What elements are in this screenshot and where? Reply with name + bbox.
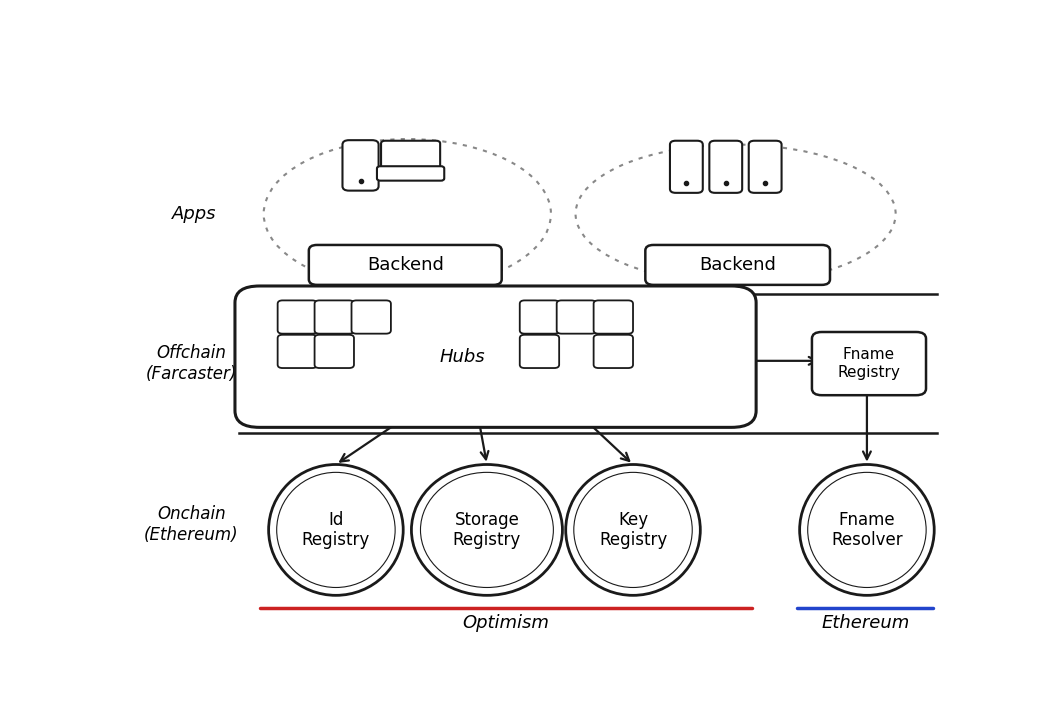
Text: Key
Registry: Key Registry — [599, 510, 667, 549]
Text: Optimism: Optimism — [463, 614, 550, 632]
FancyBboxPatch shape — [645, 245, 830, 285]
FancyBboxPatch shape — [352, 300, 391, 333]
Text: Backend: Backend — [366, 256, 444, 274]
FancyBboxPatch shape — [749, 140, 782, 193]
FancyBboxPatch shape — [812, 332, 926, 395]
FancyBboxPatch shape — [520, 335, 559, 368]
FancyBboxPatch shape — [315, 300, 354, 333]
Text: Hubs: Hubs — [439, 348, 485, 366]
Text: Ethereum: Ethereum — [821, 614, 910, 632]
Text: Fname
Registry: Fname Registry — [838, 347, 900, 379]
Text: Backend: Backend — [699, 256, 776, 274]
Text: Id
Registry: Id Registry — [302, 510, 370, 549]
FancyBboxPatch shape — [381, 140, 441, 171]
Ellipse shape — [412, 464, 562, 595]
Ellipse shape — [269, 464, 403, 595]
FancyBboxPatch shape — [309, 245, 502, 285]
FancyBboxPatch shape — [670, 140, 703, 193]
FancyBboxPatch shape — [342, 140, 379, 191]
Text: Onchain
(Ethereum): Onchain (Ethereum) — [144, 505, 238, 544]
FancyBboxPatch shape — [277, 335, 317, 368]
Text: Offchain
(Farcaster): Offchain (Farcaster) — [146, 344, 237, 383]
Text: Storage
Registry: Storage Registry — [453, 510, 521, 549]
Text: Fname
Resolver: Fname Resolver — [831, 510, 902, 549]
FancyBboxPatch shape — [557, 300, 596, 333]
FancyBboxPatch shape — [710, 140, 742, 193]
FancyBboxPatch shape — [277, 300, 317, 333]
FancyBboxPatch shape — [377, 166, 445, 181]
FancyBboxPatch shape — [594, 335, 633, 368]
Text: Apps: Apps — [172, 205, 216, 223]
Ellipse shape — [566, 464, 700, 595]
FancyBboxPatch shape — [315, 335, 354, 368]
FancyBboxPatch shape — [235, 286, 756, 428]
FancyBboxPatch shape — [594, 300, 633, 333]
Ellipse shape — [800, 464, 934, 595]
FancyBboxPatch shape — [520, 300, 559, 333]
